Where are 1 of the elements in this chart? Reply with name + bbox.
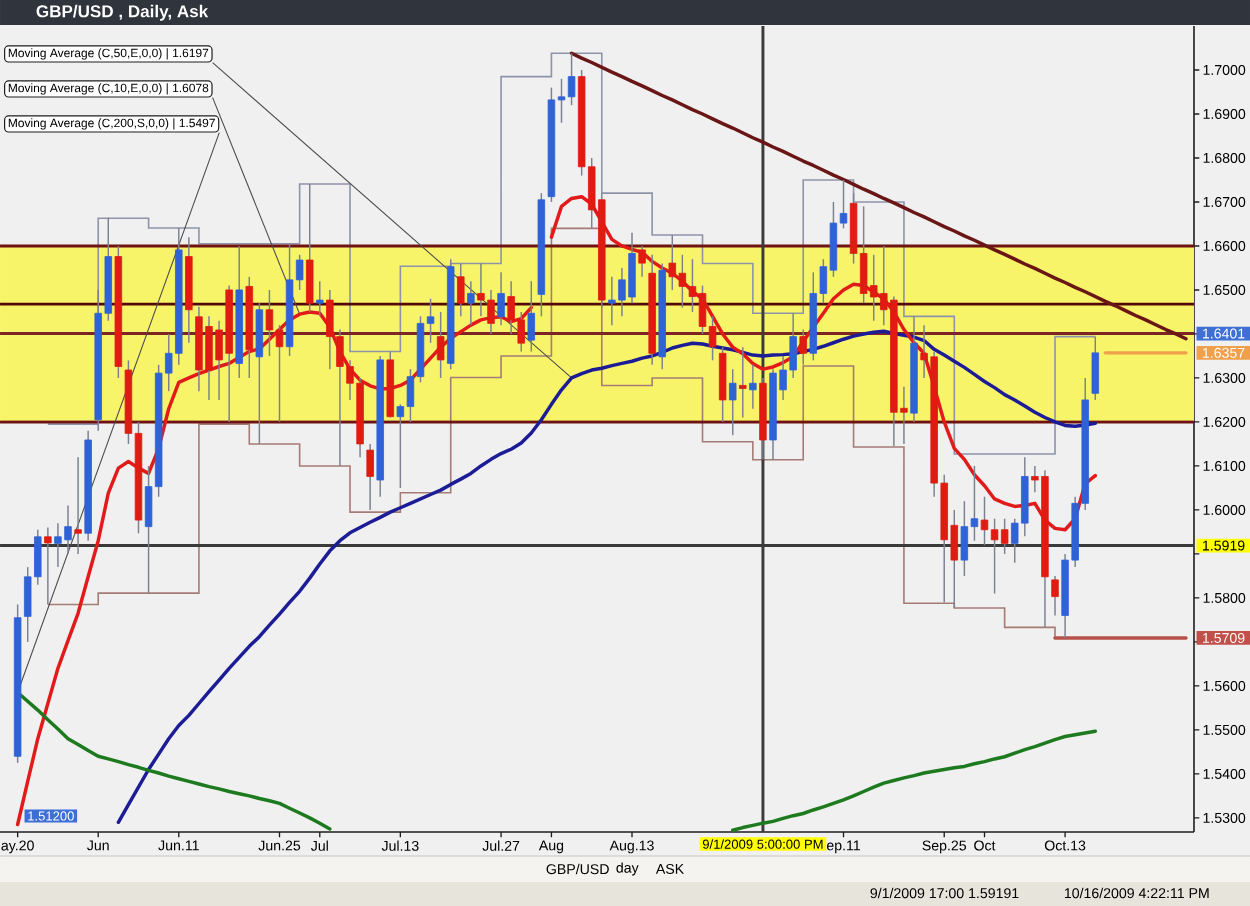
chart-title: GBP/USD , Daily, Ask xyxy=(36,4,209,21)
